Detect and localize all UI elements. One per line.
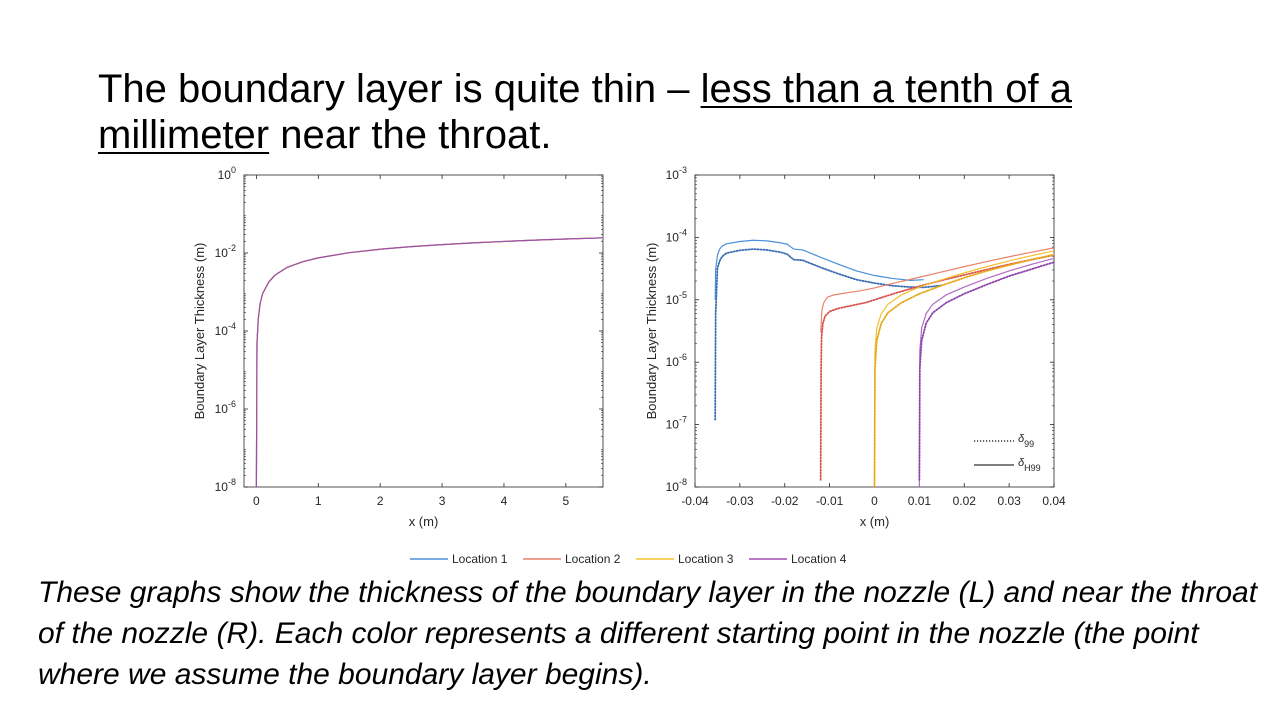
left-x-tick-label: 0 (253, 494, 260, 508)
right-series-location-3-dotted (873, 253, 1054, 487)
left-y-tick-label: 100 (218, 165, 236, 182)
right-chart: -0.04 -0.03 -0.02 -0.01 0 0.01 0.02 0.03 0.04 10-… (644, 165, 1066, 529)
right-x-tick-label: 0.03 (997, 494, 1021, 508)
right-x-tick-label: -0.04 (681, 494, 709, 508)
line-style-label: δ99 (1018, 433, 1034, 449)
legend-label-2: Location 2 (565, 552, 621, 566)
right-series-location-1-solid (714, 239, 924, 300)
slide-title: The boundary layer is quite thin – less … (98, 66, 1218, 158)
left-series-location-1 (255, 237, 603, 487)
right-y-tick-label: 10-3 (666, 165, 687, 182)
right-x-tick-label: -0.01 (816, 494, 844, 508)
right-y-tick-label: 10-5 (666, 290, 687, 307)
right-y-tick-label: 10-4 (666, 227, 687, 244)
right-series-location-3-solid (873, 250, 1054, 487)
legend-label-1: Location 1 (452, 552, 508, 566)
right-x-tick-label: 0.02 (953, 494, 977, 508)
right-x-axis-label: x (m) (860, 514, 890, 529)
left-chart: 0 1 2 3 4 5 10-8 10-6 10-4 10-2 100 x (m) Boundary L… (192, 165, 604, 529)
right-series-location-2-solid (820, 247, 1054, 333)
left-series-location-4 (255, 237, 603, 487)
right-y-tick-label: 10-7 (666, 415, 687, 432)
left-x-tick-label: 1 (315, 494, 322, 508)
right-series-location-2-dotted (819, 254, 1054, 481)
left-y-tick-label: 10-8 (215, 477, 236, 494)
right-x-tick-label: -0.03 (726, 494, 754, 508)
left-y-tick-label: 10-6 (215, 399, 236, 416)
right-plot-area (714, 239, 1054, 487)
left-plot-area (255, 237, 603, 487)
left-x-tick-label: 5 (563, 494, 570, 508)
right-x-tick-label: 0.04 (1042, 494, 1066, 508)
legend-label-4: Location 4 (791, 552, 847, 566)
line-style-label: δH99 (1018, 457, 1041, 473)
title-text-tail: near the throat. (269, 113, 552, 157)
left-x-axis-label: x (m) (409, 514, 439, 529)
title-text-lead: The boundary layer is quite thin – (98, 67, 701, 111)
left-y-tick-label: 10-4 (215, 321, 236, 338)
right-series-location-1-dotted (714, 248, 943, 421)
left-series-location-2 (255, 237, 603, 487)
right-series-location-4-solid (918, 257, 1054, 487)
left-series-location-3 (255, 237, 603, 487)
right-x-tick-label: 0 (871, 494, 878, 508)
slide-caption: These graphs show the thickness of the b… (38, 576, 1258, 691)
right-y-tick-label: 10-8 (666, 477, 687, 494)
title-text-underlined: less than a tenth of a millimeter (98, 67, 1072, 157)
right-x-tick-label: -0.02 (771, 494, 799, 508)
left-x-tick-label: 2 (377, 494, 384, 508)
left-x-tick-label: 3 (439, 494, 446, 508)
left-y-axis-label: Boundary Layer Thickness (m) (192, 243, 207, 420)
right-y-axis-label: Boundary Layer Thickness (m) (644, 243, 659, 420)
left-y-tick-label: 10-2 (215, 243, 236, 260)
left-x-tick-label: 4 (501, 494, 508, 508)
series-legend: Location 1 Location 2 Location 3 Location 4 (410, 552, 847, 566)
right-y-tick-label: 10-6 (666, 352, 687, 369)
legend-label-3: Location 3 (678, 552, 734, 566)
left-axes-box (243, 174, 604, 488)
right-x-tick-label: 0.01 (908, 494, 932, 508)
line-style-legend: δ99 δH99 (974, 433, 1041, 473)
right-series-location-4-dotted (918, 261, 1054, 481)
